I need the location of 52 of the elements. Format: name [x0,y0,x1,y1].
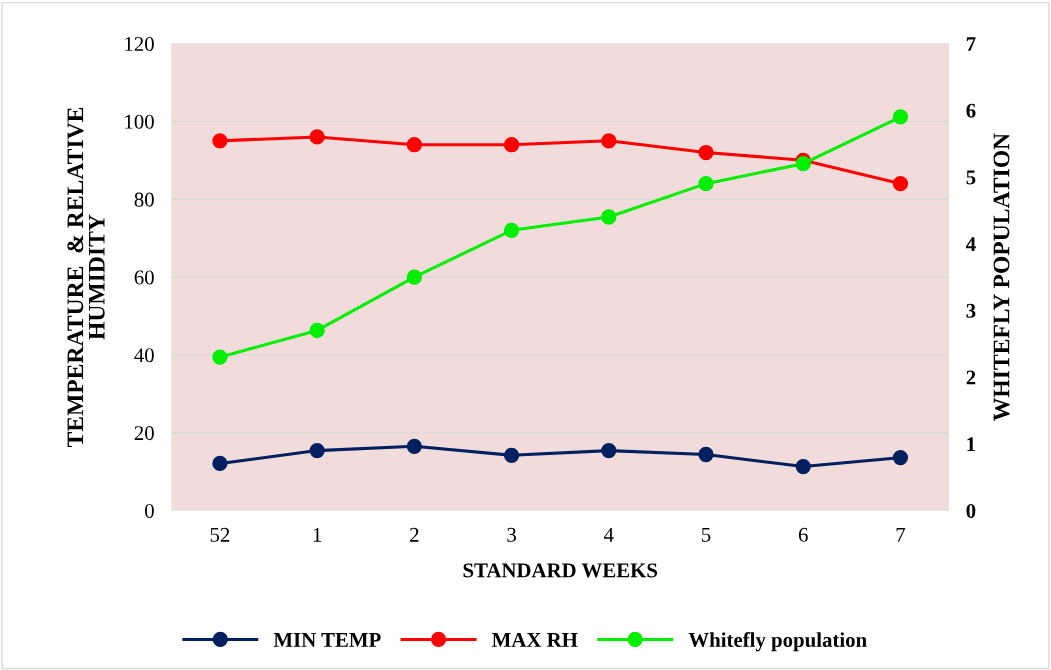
y-tick-label: 60 [134,270,154,285]
point [212,133,228,149]
x-tick-label: 7 [896,528,906,542]
x-tick-label: 3 [507,527,516,542]
point [892,109,909,125]
point [406,438,422,454]
y-tick-label: 120 [125,36,154,51]
point [503,447,520,463]
point [601,209,617,225]
point [601,442,617,459]
y2-axis-title: WHITEFLY POPULATION [993,133,1010,421]
point [212,455,228,472]
legend-label: Whitefly population [688,632,867,652]
point [406,269,422,285]
point [795,155,811,172]
y-axis-title: TEMPERATURE & RELATIVE HUMIDITY [67,107,105,448]
y-tick-label: 0 [145,503,154,518]
x-tick-label: 4 [603,527,614,542]
point [309,129,325,145]
x-tick-label: 6 [798,527,808,542]
point [309,442,325,459]
y2-tick-label: 5 [966,170,976,185]
point [698,446,714,463]
point [795,458,811,475]
y2-tick-label: 1 [967,437,976,452]
point [698,176,714,192]
point [892,176,909,192]
point [698,144,714,161]
point [212,349,228,365]
point [503,137,520,153]
y-tick-label: 80 [134,192,154,207]
y-tick-label: 40 [134,348,154,363]
point [503,222,520,238]
point [892,449,909,466]
y2-tick-label: 7 [966,37,976,51]
x-tick-label: 52 [210,527,230,542]
point [309,322,325,339]
x-tick-label: 2 [410,527,419,542]
y2-tick-label: 4 [966,237,976,251]
point [601,133,617,149]
y2-tick-label: 6 [966,103,976,118]
y2-tick-label: 2 [966,370,976,385]
legend-label: MIN TEMP [273,633,381,647]
point [406,137,422,153]
legend-label: MAX RH [492,633,578,647]
x-tick-label: 1 [313,527,322,542]
y-tick-label: 100 [125,114,154,129]
x-tick-label: 5 [702,528,711,542]
x-axis-title: STANDARD WEEKS [463,563,658,578]
y-tick-label: 20 [134,426,154,441]
y2-tick-label: 0 [966,503,976,518]
y2-tick-label: 3 [966,303,976,318]
